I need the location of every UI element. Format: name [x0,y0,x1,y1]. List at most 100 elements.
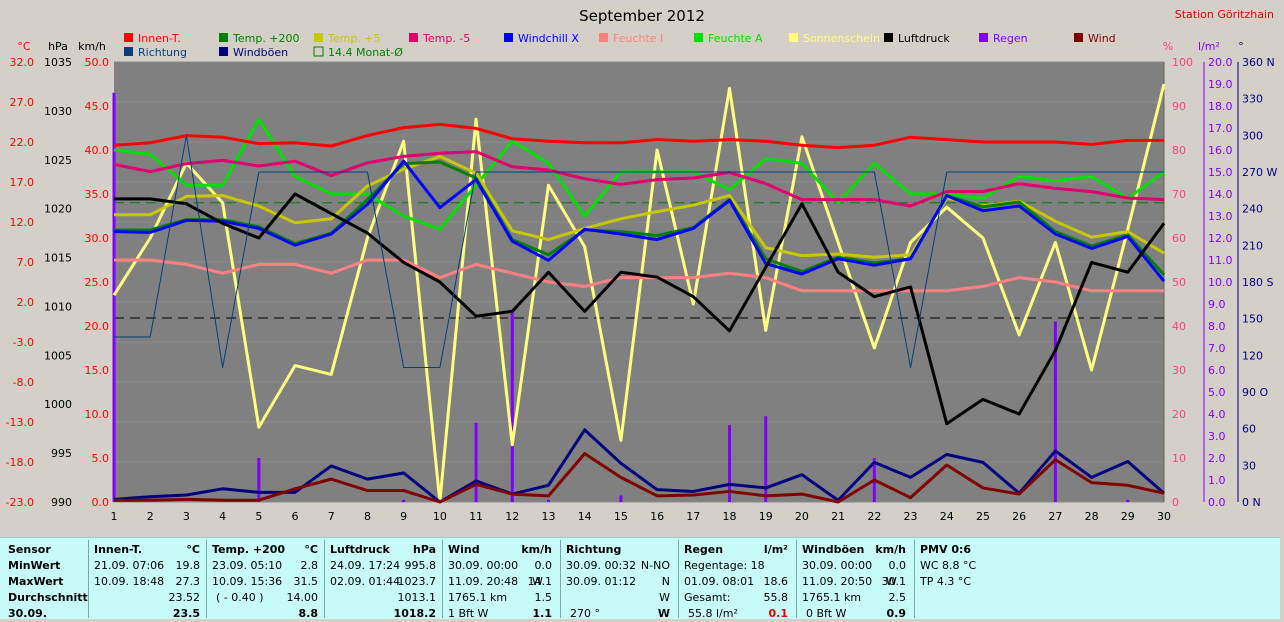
stats-boeen-max-val: 30.1 [881,575,907,588]
legend-swatch [313,46,324,57]
y-tick-label-wind: 45.0 [85,100,110,113]
stats-temp-head: Temp. +200 [212,543,286,556]
y-tick-label-wind: 15.0 [85,364,110,377]
y-tick-label-rain: 19.0 [1208,78,1233,91]
y-tick-label-direction: 210 [1242,239,1263,252]
legend-label: Temp. +200 [232,32,300,45]
legend-label: Windchill X [518,32,579,45]
x-tick-label: 24 [940,510,954,523]
legend-swatch [789,33,798,42]
x-tick-label: 23 [904,510,918,523]
y-tick-label-direction: 180 S [1242,276,1273,289]
stats-temp-cur-val: 8.8 [298,607,319,620]
x-tick-label: 2 [147,510,154,523]
x-tick-label: 27 [1048,510,1062,523]
x-tick-label: 22 [867,510,881,523]
stats-boeen-max-time: 11.09. 20:50 [802,575,873,588]
stats-richtung-max-time: 30.09. 01:12 [566,575,637,588]
y-tick-label-pressure: 1005 [44,349,72,362]
x-tick-label: 15 [614,510,628,523]
x-tick-label: 17 [686,510,700,523]
chart-axes: 1 2 3 4 5 6 7 8 9 10 11 12 13 14 15 16 17 18 19 20 21 22 23 24 2… [6,56,1278,523]
y-tick-label-rain: 4.0 [1208,408,1226,421]
legend-label: Innen-T. [138,32,181,45]
y-tick-label-wind: 5.0 [92,452,110,465]
stats-row-min: MinWert [8,559,61,572]
y-tick-label-direction: 270 W [1242,166,1277,179]
legend-swatch [1074,33,1083,42]
stats-richtung-max-val: N [661,575,670,588]
y-tick-label-rain: 14.0 [1208,188,1233,201]
y-tick-label-rain: 7.0 [1208,342,1226,355]
stats-row-current: 30.09. [8,607,47,620]
stats-boeen-bft: 0 Bft W [806,607,847,620]
x-tick-label: 5 [255,510,262,523]
y-tick-label-wind: 0.0 [92,496,110,509]
stats-boeen-distance: 1765.1 km [802,591,862,604]
y-tick-label-pressure: 1020 [44,203,72,216]
y-tick-label-temp: 12.0 [10,216,35,229]
unit-celsius: °C [17,40,31,53]
stats-druck-min-time: 24.09. 17:24 [330,559,401,572]
rain-bar [1126,499,1130,502]
stats-innen-max-val: 27.3 [175,575,201,588]
x-tick-label: 7 [328,510,335,523]
stats-druck-avg-val: 1013.1 [397,591,437,604]
x-tick-label: 19 [759,510,773,523]
y-tick-label-humidity: 50 [1172,276,1186,289]
y-tick-label-temp: 22.0 [10,136,35,149]
weather-chart: September 2012 Station Göritzhain °C hPa… [6,7,1278,523]
y-tick-label-rain: 3.0 [1208,430,1226,443]
stats-wind-min-val: 0.0 [534,559,553,572]
stats-regen-head: Regen [684,543,724,556]
stats-boeen-avg-val: 2.5 [888,591,907,604]
y-tick-label-humidity: 80 [1172,144,1186,157]
legend-label: Feuchte I [613,32,663,45]
y-tick-label-rain: 13.0 [1208,210,1233,223]
x-tick-label: 30 [1157,510,1171,523]
stats-druck-max-val: 1023.7 [397,575,437,588]
stats-temp-unit: °C [304,543,318,556]
chart-title: September 2012 [579,7,705,25]
legend-swatch [504,33,513,42]
y-tick-label-temp: -13.0 [6,416,34,429]
x-tick-label: 11 [469,510,483,523]
x-tick-label: 28 [1085,510,1099,523]
y-tick-label-direction: 330 [1242,93,1263,106]
y-tick-label-direction: 0 N [1242,496,1261,509]
rain-bar [510,310,514,502]
stats-innen-max-time: 10.09. 18:48 [94,575,165,588]
stats-richtung-min-time: 30.09. 00:32 [566,559,637,572]
stats-richtung-cur-val: W [657,607,670,620]
y-tick-label-rain: 2.0 [1208,452,1226,465]
y-tick-label-temp: -8.0 [13,376,34,389]
legend-label: 14.4 Monat-Ø [328,46,403,59]
stats-temp-min-val: 2.8 [300,559,319,572]
stats-innen-min-time: 21.09. 07:06 [94,559,165,572]
stats-wind-distance: 1765.1 km [448,591,508,604]
stats-wind-unit: km/h [521,543,552,556]
y-tick-label-direction: 240 [1242,203,1263,216]
station-label: Station Göritzhain [1175,8,1274,21]
y-tick-label-rain: 1.0 [1208,474,1226,487]
series-lines [112,83,1166,504]
stats-boeen-min-val: 0.0 [888,559,907,572]
y-tick-label-pressure: 1030 [44,105,72,118]
y-tick-label-rain: 11.0 [1208,254,1233,267]
y-tick-label-direction: 90 O [1242,386,1268,399]
unit-percent: % [1163,40,1173,53]
unit-hpa: hPa [48,40,68,53]
y-tick-label-humidity: 40 [1172,320,1186,333]
x-tick-label: 9 [400,510,407,523]
x-tick-label: 25 [976,510,990,523]
stats-boeen-cur-val: 0.9 [886,607,907,620]
series-line-luftdruck [114,192,1166,426]
x-tick-label: 18 [723,510,737,523]
y-tick-label-rain: 17.0 [1208,122,1233,135]
plot-area [114,62,1164,502]
y-tick-label-pressure: 995 [51,447,72,460]
y-tick-label-direction: 150 [1242,313,1263,326]
y-tick-label-humidity: 10 [1172,452,1186,465]
y-tick-label-humidity: 90 [1172,100,1186,113]
y-tick-label-wind: 10.0 [85,408,110,421]
